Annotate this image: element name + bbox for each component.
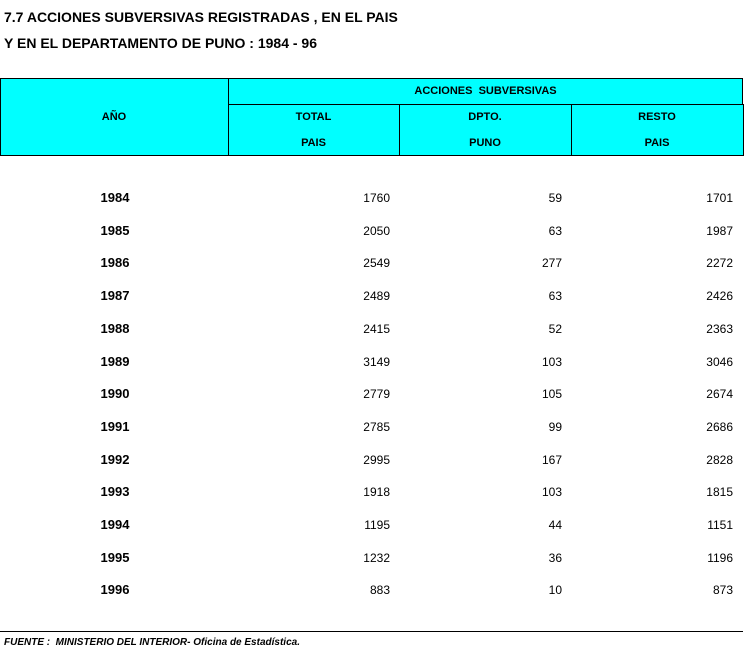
year-cell: 1990 xyxy=(100,386,130,402)
footer: FUENTE : MINISTERIO DEL INTERIOR- Oficin… xyxy=(4,637,300,648)
value-cell: 99 xyxy=(548,419,562,434)
title-line: Y EN EL DEPARTAMENTO DE PUNO : 1984 - 96 xyxy=(4,35,318,51)
value-cell: 36 xyxy=(548,550,562,565)
value-cell: 105 xyxy=(541,387,562,402)
value-cell: 167 xyxy=(541,452,562,467)
group-header: ACCIONES SUBVERSIVAS xyxy=(414,85,557,97)
value-cell: 1232 xyxy=(363,550,390,565)
year-cell: 1986 xyxy=(100,255,130,271)
value-cell: 277 xyxy=(541,256,562,271)
value-cell: 63 xyxy=(548,289,562,304)
year-cell: 1985 xyxy=(100,222,130,238)
value-cell: 2050 xyxy=(363,223,390,238)
value-cell: 2426 xyxy=(706,289,733,304)
column-header: DPTO. xyxy=(468,111,502,123)
column-header: TOTAL xyxy=(295,111,332,123)
year-cell: 1984 xyxy=(100,190,130,205)
year-cell: 1992 xyxy=(100,451,130,467)
value-cell: 103 xyxy=(541,485,562,500)
value-cell: 1196 xyxy=(707,550,733,565)
header-cell xyxy=(228,104,400,156)
value-cell: 3046 xyxy=(706,354,733,369)
value-cell: 1918 xyxy=(363,485,390,500)
value-cell: 2549 xyxy=(363,256,390,271)
column-header: PUNO xyxy=(469,137,501,149)
column-header: AÑO xyxy=(101,111,127,123)
footer-rule xyxy=(0,631,743,632)
year-cell: 1995 xyxy=(100,549,130,565)
value-cell: 1987 xyxy=(706,223,733,238)
value-cell: 2995 xyxy=(363,452,390,467)
value-cell: 1815 xyxy=(706,485,733,500)
value-cell: 10 xyxy=(548,583,562,598)
value-cell: 1701 xyxy=(706,191,733,205)
title-line: 7.7 ACCIONES SUBVERSIVAS REGISTRADAS , E… xyxy=(4,9,398,25)
value-cell: 1760 xyxy=(363,191,390,205)
year-cell: 1991 xyxy=(100,418,130,434)
value-cell: 59 xyxy=(548,191,562,205)
value-cell: 1195 xyxy=(364,518,390,532)
value-cell: 2489 xyxy=(363,289,390,304)
header-cell xyxy=(399,104,572,156)
value-cell: 1151 xyxy=(707,518,733,532)
year-cell: 1993 xyxy=(100,484,130,500)
year-cell: 1987 xyxy=(100,288,130,304)
column-header: PAIS xyxy=(644,137,670,149)
value-cell: 103 xyxy=(541,354,562,369)
header-cell xyxy=(228,78,743,105)
value-cell: 2674 xyxy=(706,387,733,402)
year-cell: 1996 xyxy=(100,582,130,598)
value-cell: 873 xyxy=(712,583,733,598)
value-cell: 44 xyxy=(548,518,562,532)
column-header: PAIS xyxy=(301,137,326,149)
value-cell: 52 xyxy=(548,321,562,336)
value-cell: 2779 xyxy=(363,387,390,402)
value-cell: 2272 xyxy=(706,256,733,271)
year-cell: 1988 xyxy=(100,320,130,336)
value-cell: 3149 xyxy=(363,354,390,369)
value-cell: 883 xyxy=(369,583,390,598)
value-cell: 63 xyxy=(548,223,562,238)
header-cell xyxy=(571,104,744,156)
year-cell: 1994 xyxy=(100,517,130,532)
year-cell: 1989 xyxy=(100,353,130,369)
value-cell: 2415 xyxy=(363,321,390,336)
column-header: RESTO xyxy=(638,111,676,123)
value-cell: 2785 xyxy=(363,419,390,434)
value-cell: 2686 xyxy=(706,419,733,434)
value-cell: 2828 xyxy=(706,452,733,467)
header-cell xyxy=(0,78,229,156)
value-cell: 2363 xyxy=(706,321,733,336)
